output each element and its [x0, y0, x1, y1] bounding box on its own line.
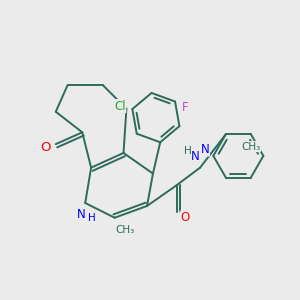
Text: Cl: Cl — [114, 100, 126, 112]
Text: O: O — [40, 141, 51, 154]
Text: CH₃: CH₃ — [241, 142, 260, 152]
Text: F: F — [182, 101, 189, 114]
Text: H: H — [184, 146, 192, 156]
Text: H: H — [88, 213, 96, 223]
Text: CH₃: CH₃ — [115, 225, 135, 235]
Text: N: N — [201, 143, 209, 156]
Text: N: N — [191, 150, 200, 163]
Text: N: N — [76, 208, 85, 221]
Text: O: O — [180, 211, 189, 224]
